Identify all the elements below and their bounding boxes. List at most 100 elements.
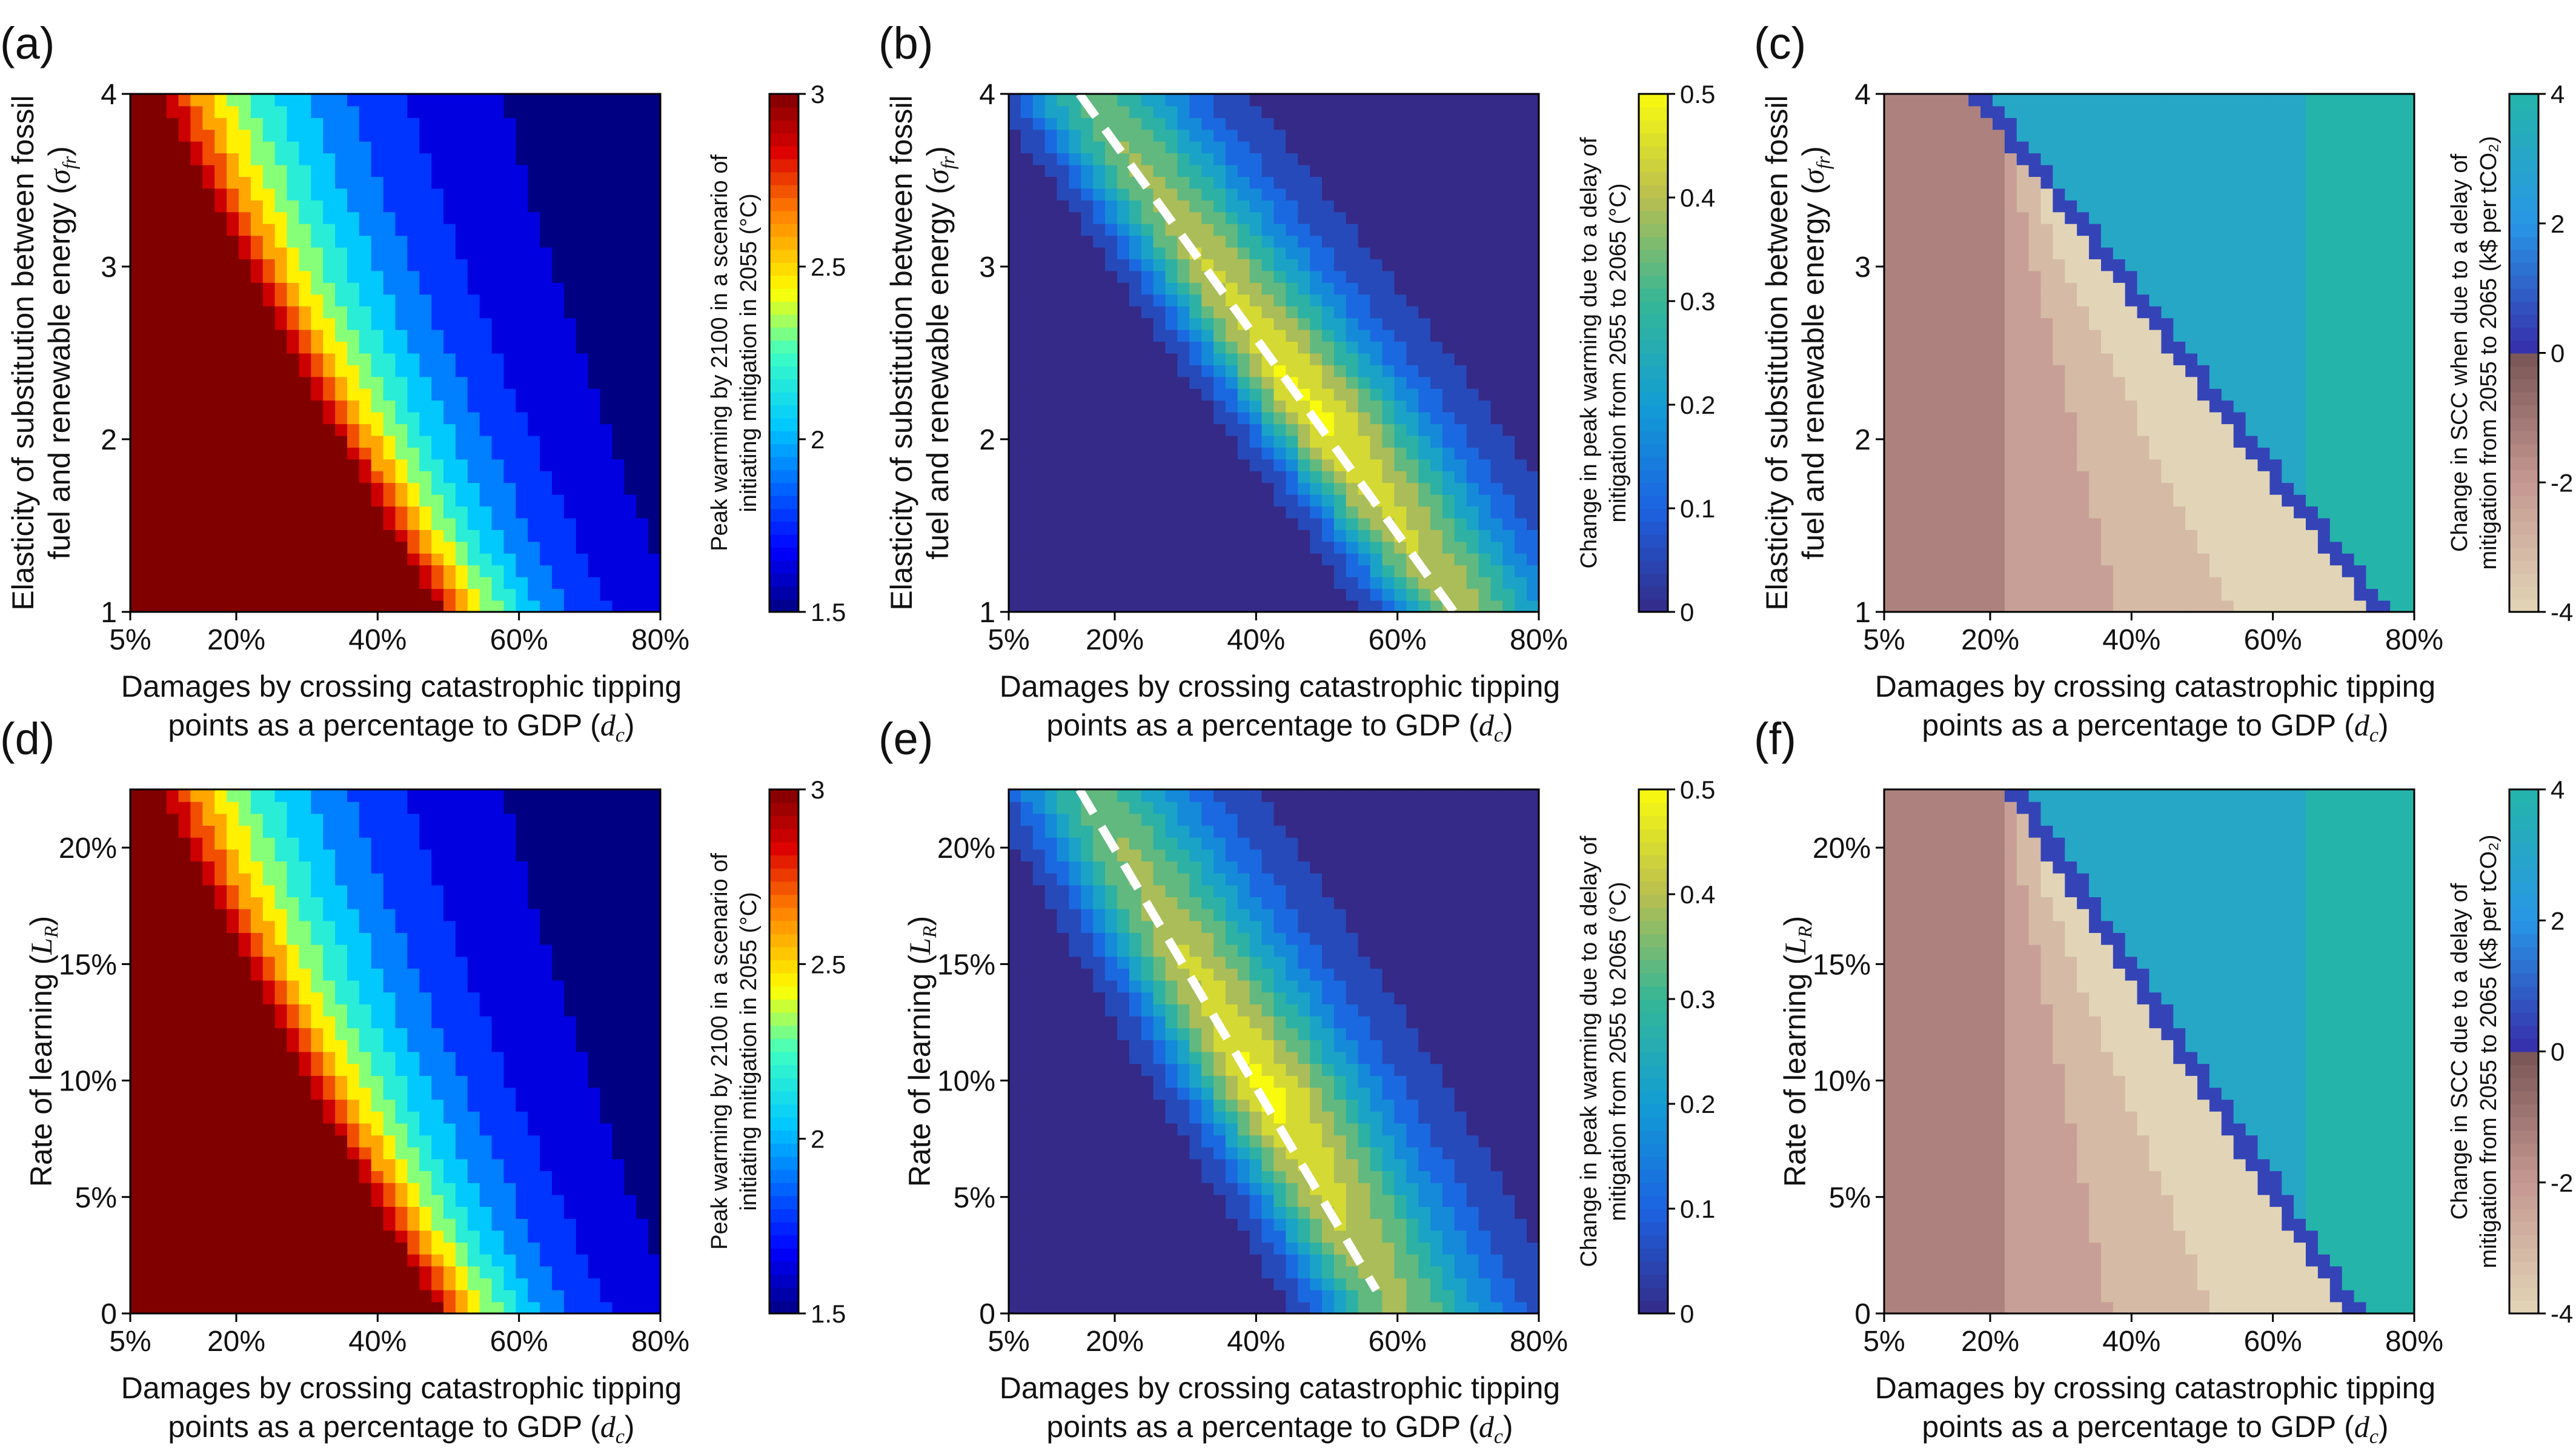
heatmap-cell	[479, 553, 493, 566]
heatmap-cell	[540, 376, 553, 389]
heatmap-cell	[190, 529, 204, 542]
heatmap-cell	[1442, 117, 1455, 130]
heatmap-cell	[576, 188, 589, 201]
heatmap-cell	[1346, 400, 1359, 413]
heatmap-cell	[1920, 353, 1933, 365]
heatmap-cell	[1430, 176, 1443, 189]
heatmap-cell	[1009, 329, 1021, 342]
heatmap-cell	[1117, 588, 1130, 601]
heatmap-cell	[1394, 141, 1407, 154]
heatmap-cell	[467, 211, 480, 224]
heatmap-cell	[2113, 541, 2126, 554]
heatmap-cell	[178, 447, 191, 460]
heatmap-cell	[1310, 517, 1323, 530]
heatmap-cell	[154, 517, 167, 530]
colorbar-segment	[1639, 288, 1668, 302]
heatmap-cell	[1920, 188, 1933, 201]
heatmap-cell	[1213, 223, 1226, 236]
heatmap-cell	[1382, 376, 1395, 389]
heatmap-cell	[1333, 305, 1347, 319]
heatmap-cell	[516, 553, 529, 566]
heatmap-cell	[600, 247, 613, 259]
heatmap-cell	[431, 565, 445, 577]
heatmap-cell	[1884, 94, 1897, 107]
heatmap-cell	[142, 153, 155, 165]
heatmap-cell	[1956, 494, 1970, 507]
heatmap-cell	[1346, 588, 1359, 601]
heatmap-cell	[1932, 223, 1945, 236]
heatmap-cell	[1993, 164, 2005, 177]
heatmap-cell	[1141, 447, 1154, 460]
heatmap-cell	[600, 576, 613, 589]
heatmap-cell	[347, 153, 360, 165]
heatmap-cell	[431, 235, 445, 248]
heatmap-cell	[2016, 317, 2030, 330]
heatmap-cell	[1273, 94, 1287, 107]
heatmap-cell	[2053, 353, 2066, 365]
x-tick-label: 60%	[1369, 624, 1427, 656]
heatmap-cell	[1261, 482, 1275, 495]
heatmap-cell	[250, 141, 264, 154]
heatmap-cell	[636, 565, 649, 577]
heatmap-cell	[1980, 553, 1993, 566]
heatmap-cell	[1153, 141, 1166, 154]
heatmap-cell	[612, 459, 625, 471]
heatmap-cell	[1502, 341, 1516, 354]
heatmap-cell	[1358, 317, 1371, 330]
heatmap-cell	[563, 388, 577, 401]
heatmap-cell	[503, 541, 517, 554]
heatmap-cell	[588, 529, 601, 542]
heatmap-cell	[1273, 153, 1287, 165]
heatmap-cell	[467, 506, 480, 519]
heatmap-cell	[323, 376, 336, 389]
heatmap-cell	[648, 576, 661, 589]
heatmap-cell	[130, 353, 143, 365]
heatmap-cell	[1057, 341, 1070, 354]
heatmap-cell	[1527, 529, 1539, 542]
heatmap-cell	[395, 294, 408, 307]
heatmap-cell	[359, 411, 372, 425]
heatmap-cell	[1249, 376, 1263, 389]
heatmap-cell	[600, 482, 613, 495]
heatmap-cell	[1993, 341, 2005, 354]
heatmap-cell	[2101, 470, 2114, 483]
heatmap-cell	[516, 423, 529, 436]
heatmap-cell	[1093, 494, 1106, 507]
heatmap-cell	[142, 529, 155, 542]
heatmap-cell	[1956, 188, 1970, 201]
heatmap-cell	[1454, 317, 1467, 330]
heatmap-cell	[262, 329, 276, 342]
heatmap-cell	[1515, 129, 1528, 142]
heatmap-cell	[528, 423, 541, 436]
heatmap-cell	[2065, 282, 2078, 295]
heatmap-cell	[1370, 565, 1383, 577]
heatmap-cell	[1406, 94, 1419, 107]
heatmap-cell	[1032, 223, 1046, 236]
heatmap-cell	[491, 506, 505, 519]
heatmap-cell	[371, 317, 384, 330]
heatmap-cell	[1213, 459, 1226, 471]
heatmap-cell	[1406, 247, 1419, 259]
colorbar-segment	[769, 443, 798, 457]
heatmap-cell	[563, 565, 577, 577]
heatmap-cell	[1993, 517, 2005, 530]
heatmap-cell	[1201, 576, 1215, 589]
heatmap-cell	[1032, 199, 1046, 213]
heatmap-cell	[1141, 553, 1154, 566]
heatmap-cell	[588, 329, 601, 342]
heatmap-cell	[1081, 588, 1094, 601]
heatmap-cell	[443, 470, 456, 483]
heatmap-cell	[528, 565, 541, 577]
heatmap-cell	[612, 211, 625, 224]
heatmap-cell	[250, 506, 264, 519]
heatmap-cell	[190, 188, 204, 201]
heatmap-cell	[1310, 576, 1323, 589]
heatmap-cell	[1956, 94, 1970, 107]
heatmap-cell	[479, 235, 493, 248]
heatmap-cell	[335, 411, 348, 425]
heatmap-cell	[1081, 176, 1094, 189]
heatmap-cell	[1406, 353, 1419, 365]
heatmap-cell	[443, 317, 456, 330]
heatmap-cell	[1249, 223, 1263, 236]
heatmap-cell	[1153, 176, 1166, 189]
